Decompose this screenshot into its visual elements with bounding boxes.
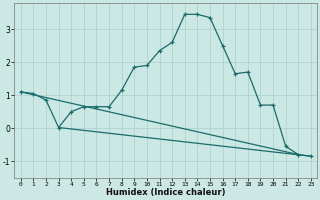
X-axis label: Humidex (Indice chaleur): Humidex (Indice chaleur) [106, 188, 226, 197]
